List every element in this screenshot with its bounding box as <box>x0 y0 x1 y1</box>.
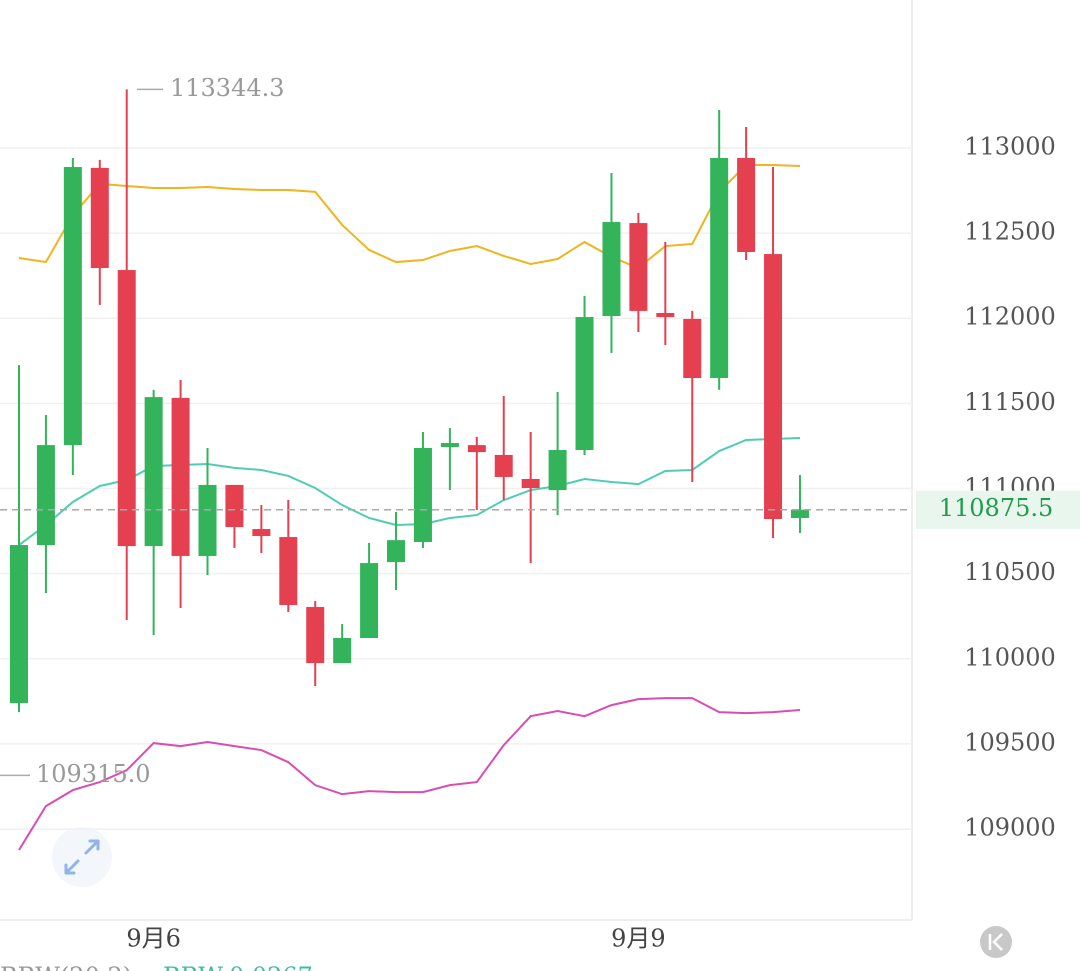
y-tick-label: 110500 <box>964 558 1056 586</box>
last-price-bg <box>916 490 1080 529</box>
reset-button-bg[interactable] <box>980 926 1012 958</box>
y-tick-label: 111500 <box>964 388 1056 416</box>
last-price-label: 110875.5 <box>939 494 1054 522</box>
indicator-name: BBW(20,2): <box>0 963 140 971</box>
candle-body <box>656 312 675 318</box>
y-tick-label: 112000 <box>964 303 1056 331</box>
reset-icon[interactable] <box>988 933 1003 951</box>
band-line <box>18 697 801 851</box>
expand-icon[interactable] <box>64 839 100 875</box>
candle-body <box>171 397 190 556</box>
candle-body <box>36 445 55 546</box>
candle-body <box>575 317 594 451</box>
high-marker-label: 113344.3 <box>170 74 285 102</box>
indicator-value: BBW:0.0267 <box>163 963 313 971</box>
candle-body <box>413 447 432 542</box>
candle-body <box>10 545 28 704</box>
candle-body <box>764 254 783 520</box>
reset-button[interactable] <box>980 926 1012 958</box>
candle-body <box>629 223 648 311</box>
y-tick-label: 113000 <box>964 132 1056 160</box>
band-line <box>18 436 801 546</box>
candle-body <box>279 537 298 605</box>
candle-body <box>252 529 271 537</box>
candle-body <box>521 478 540 489</box>
x-tick-label: 9月6 <box>126 925 181 953</box>
y-tick-label: 112500 <box>964 218 1056 246</box>
expand-button-bg[interactable] <box>52 827 112 887</box>
y-tick-label: 109500 <box>964 728 1056 756</box>
candle-body <box>440 443 459 447</box>
candle-body <box>494 454 513 477</box>
y-tick-label: 109000 <box>964 814 1056 842</box>
candle-body <box>306 607 325 664</box>
candle-body <box>90 167 109 269</box>
x-tick-label: 9月9 <box>611 925 666 953</box>
candle-body <box>790 509 809 518</box>
candle-body <box>683 318 702 379</box>
candle-body <box>602 222 621 317</box>
candle-body <box>333 638 352 664</box>
candle-body <box>63 167 82 446</box>
expand-button[interactable] <box>52 827 112 887</box>
candle-body <box>737 158 756 253</box>
band-line <box>18 163 801 270</box>
candle-body <box>144 397 163 547</box>
candle-body <box>467 445 486 453</box>
candle-body <box>548 450 567 491</box>
candle-body <box>710 158 729 379</box>
candle-body <box>360 563 379 639</box>
candle-body <box>198 484 217 556</box>
candle-body <box>117 270 136 547</box>
candle-body <box>225 484 244 528</box>
y-tick-label: 110000 <box>964 643 1056 671</box>
candle-body <box>387 540 406 563</box>
low-marker-label: 109315.0 <box>36 760 151 788</box>
